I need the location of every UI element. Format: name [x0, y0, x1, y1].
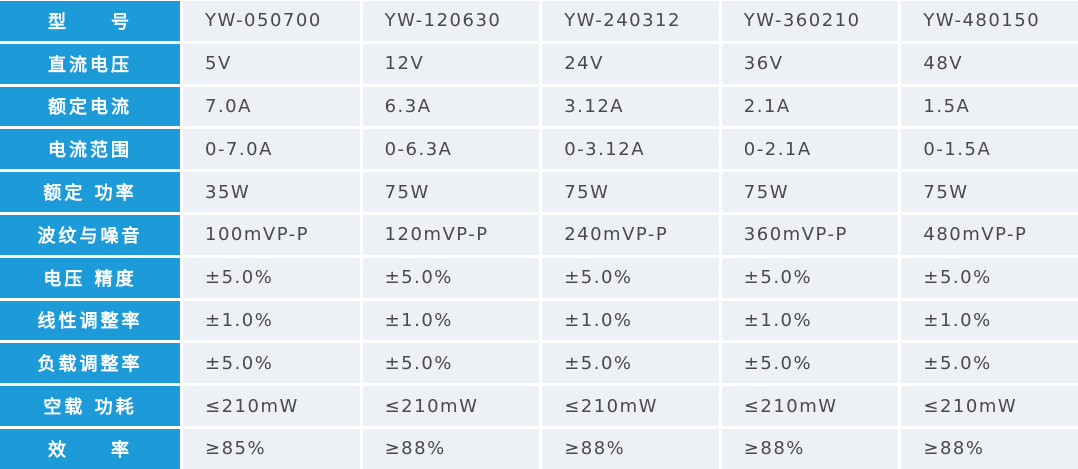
spec-value: ≥88% — [542, 428, 719, 469]
row-label: 电压 精度 — [0, 257, 180, 298]
spec-value: ±1.0% — [542, 300, 719, 341]
spec-value: ≥88% — [362, 428, 540, 469]
spec-value: ±5.0% — [183, 343, 360, 384]
row-label: 直流电压 — [0, 43, 180, 84]
spec-value: ±5.0% — [721, 257, 899, 298]
row-label: 电流范围 — [0, 129, 180, 170]
spec-value: 6.3A — [362, 86, 540, 127]
spec-value: ±5.0% — [901, 257, 1078, 298]
spec-value: 0-1.5A — [901, 129, 1078, 170]
spec-value: 24V — [542, 43, 719, 84]
spec-value: 480mVP-P — [901, 214, 1078, 255]
model-name: YW-050700 — [183, 1, 360, 41]
spec-value: 360mVP-P — [721, 214, 899, 255]
row-label: 型 号 — [0, 1, 180, 41]
spec-value: ±5.0% — [542, 257, 719, 298]
spec-value: ±5.0% — [542, 343, 719, 384]
spec-value: 75W — [721, 172, 899, 212]
spec-value: 75W — [542, 172, 719, 212]
row-label: 波纹与噪音 — [0, 214, 180, 255]
spec-value: ≤210mW — [183, 386, 360, 426]
spec-value: 100mVP-P — [183, 214, 360, 255]
spec-value: ≥85% — [183, 428, 360, 469]
model-name: YW-240312 — [542, 1, 719, 41]
spec-value: 1.5A — [901, 86, 1078, 127]
model-name: YW-360210 — [721, 1, 899, 41]
spec-value: 240mVP-P — [542, 214, 719, 255]
row-label: 额定 功率 — [0, 172, 180, 212]
spec-value: 75W — [901, 172, 1078, 212]
spec-value: ±5.0% — [721, 343, 899, 384]
spec-value: ≤210mW — [362, 386, 540, 426]
row-label: 效 率 — [0, 428, 180, 469]
model-name: YW-480150 — [901, 1, 1078, 41]
spec-value: 48V — [901, 43, 1078, 84]
spec-value: ±1.0% — [183, 300, 360, 341]
spec-value: 120mVP-P — [362, 214, 540, 255]
model-name: YW-120630 — [362, 1, 540, 41]
row-label: 线性调整率 — [0, 300, 180, 341]
spec-value: ±5.0% — [183, 257, 360, 298]
spec-value: 2.1A — [721, 86, 899, 127]
spec-value: 0-6.3A — [362, 129, 540, 170]
spec-value: ±1.0% — [901, 300, 1078, 341]
spec-value: 35W — [183, 172, 360, 212]
spec-value: 0-7.0A — [183, 129, 360, 170]
row-label: 额定电流 — [0, 86, 180, 127]
spec-value: 12V — [362, 43, 540, 84]
spec-value: 0-3.12A — [542, 129, 719, 170]
spec-value: ±1.0% — [362, 300, 540, 341]
spec-value: ±5.0% — [362, 343, 540, 384]
spec-value: 3.12A — [542, 86, 719, 127]
spec-value: ±5.0% — [362, 257, 540, 298]
row-label: 空载 功耗 — [0, 386, 180, 426]
spec-value: ≤210mW — [901, 386, 1078, 426]
row-label: 负载调整率 — [0, 343, 180, 384]
spec-value: ±5.0% — [901, 343, 1078, 384]
spec-value: 0-2.1A — [721, 129, 899, 170]
spec-value: 36V — [721, 43, 899, 84]
spec-value: ±1.0% — [721, 300, 899, 341]
spec-value: ≤210mW — [542, 386, 719, 426]
spec-value: 75W — [362, 172, 540, 212]
spec-value: 5V — [183, 43, 360, 84]
spec-value: ≥88% — [721, 428, 899, 469]
spec-value: 7.0A — [183, 86, 360, 127]
spec-value: ≥88% — [901, 428, 1078, 469]
spec-value: ≤210mW — [721, 386, 899, 426]
